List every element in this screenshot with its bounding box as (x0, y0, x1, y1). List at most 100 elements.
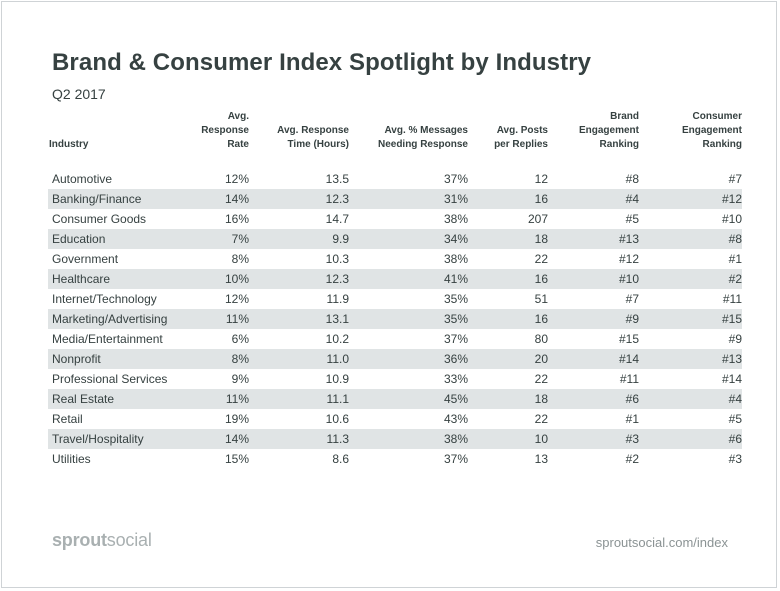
value-cell: 43% (443, 412, 468, 426)
value-cell: 36% (349, 349, 468, 369)
value-cell: #13 (639, 349, 742, 369)
column-header-line: Engagement (681, 125, 742, 136)
value-cell: 10% (179, 269, 249, 289)
value-cell: 16 (468, 269, 548, 289)
value-cell: #6 (548, 389, 639, 409)
table-row: Healthcare 10% 12.3 41% 16 #10 #2 (48, 269, 742, 289)
value-cell: #10 (721, 212, 742, 226)
value-cell: 16 (468, 189, 548, 209)
value-cell: 8.6 (332, 452, 349, 466)
table-row: Travel/Hospitality 14% 11.3 38% 10 #3 #6 (48, 429, 742, 449)
value-cell: 22 (534, 372, 548, 386)
value-cell: #14 (721, 372, 742, 386)
value-cell: #7 (728, 172, 742, 186)
source-url: sproutsocial.com/index (595, 535, 728, 550)
value-cell: #8 (625, 172, 639, 186)
value-cell: #15 (618, 332, 639, 346)
column-header: Avg. Posts per Replies (468, 110, 548, 169)
value-cell: #6 (639, 429, 742, 449)
value-cell: 12.3 (249, 269, 349, 289)
industry-cell: Automotive (52, 172, 113, 186)
value-cell: 37% (443, 332, 468, 346)
value-cell: #15 (639, 309, 742, 329)
industry-cell: Nonprofit (48, 349, 179, 369)
value-cell: 37% (443, 452, 468, 466)
value-cell: 13 (534, 452, 548, 466)
value-cell: #14 (548, 349, 639, 369)
industry-cell: Consumer Goods (52, 212, 147, 226)
table-row: Government 8% 10.3 38% 22 #12 #1 (48, 249, 742, 269)
column-header-line: Industry (49, 139, 89, 150)
value-cell: 35% (443, 292, 468, 306)
value-cell: 8% (179, 349, 249, 369)
value-cell: 10.2 (325, 332, 349, 346)
value-cell: #12 (639, 189, 742, 209)
table-row: Nonprofit 8% 11.0 36% 20 #14 #13 (48, 349, 742, 369)
table-row: Internet/Technology 12% 11.9 35% 51 #7 #11 (48, 289, 742, 309)
value-cell: 6% (231, 332, 249, 346)
value-cell: 10.9 (325, 372, 349, 386)
chart-subtitle: Q2 2017 (52, 86, 106, 102)
column-header: Brand Engagement Ranking (548, 110, 639, 169)
column-header: Avg. Response Rate (179, 110, 249, 169)
sproutsocial-logo: sproutsocial (52, 530, 152, 551)
value-cell: 51 (534, 292, 548, 306)
industry-cell: Internet/Technology (52, 292, 157, 306)
value-cell: 13.1 (249, 309, 349, 329)
value-cell: 38% (349, 429, 468, 449)
value-cell: 7% (179, 229, 249, 249)
value-cell: #1 (625, 412, 639, 426)
value-cell: 10.3 (325, 252, 349, 266)
value-cell: 13.5 (325, 172, 349, 186)
column-header-line: Avg. % Messages (384, 125, 468, 136)
value-cell: #10 (548, 269, 639, 289)
value-cell: #9 (548, 309, 639, 329)
value-cell: 41% (349, 269, 468, 289)
value-cell: 12.3 (249, 189, 349, 209)
value-cell: #8 (639, 229, 742, 249)
column-header-line: Needing Response (377, 139, 468, 150)
value-cell: #11 (722, 292, 742, 306)
column-header-line: Response Rate (201, 125, 249, 150)
industry-cell: Utilities (52, 452, 91, 466)
value-cell: 8% (231, 252, 249, 266)
value-cell: 12% (224, 292, 249, 306)
value-cell: #5 (625, 212, 639, 226)
table-row: Real Estate 11% 11.1 45% 18 #6 #4 (48, 389, 742, 409)
table-row: Retail 19% 10.6 43% 22 #1 #5 (48, 409, 742, 429)
value-cell: 11.3 (249, 429, 349, 449)
industry-table: Industry Avg. Response Rate Avg. Response Ti… (48, 110, 742, 469)
value-cell: 18 (468, 389, 548, 409)
table-row: Education 7% 9.9 34% 18 #13 #8 (48, 229, 742, 249)
value-cell: #4 (548, 189, 639, 209)
industry-cell: Retail (52, 412, 83, 426)
column-header-line: Time (Hours) (287, 139, 350, 150)
value-cell: 22 (534, 252, 548, 266)
column-header-line: Avg. Response (277, 125, 349, 136)
value-cell: 35% (349, 309, 468, 329)
column-header: Avg. Response Time (Hours) (249, 110, 349, 169)
value-cell: #3 (548, 429, 639, 449)
value-cell: 207 (527, 212, 548, 226)
value-cell: 11.0 (249, 349, 349, 369)
value-cell: 18 (468, 229, 548, 249)
logo-regular: social (106, 530, 152, 550)
value-cell: 15% (224, 452, 249, 466)
value-cell: 11.9 (326, 292, 349, 306)
table-row: Automotive 12% 13.5 37% 12 #8 #7 (48, 169, 742, 189)
column-header: Avg. % Messages Needing Response (349, 110, 468, 169)
value-cell: #7 (625, 292, 639, 306)
industry-cell: Marketing/Advertising (48, 309, 179, 329)
industry-cell: Real Estate (48, 389, 179, 409)
value-cell: #12 (618, 252, 639, 266)
table-row: Marketing/Advertising 11% 13.1 35% 16 #9 #15 (48, 309, 742, 329)
column-header-line: Consumer (692, 111, 742, 122)
value-cell: 12 (534, 172, 548, 186)
value-cell: 16% (224, 212, 249, 226)
column-header-line: per Replies (494, 139, 548, 150)
column-header-line: Ranking (702, 139, 742, 150)
column-header: Consumer Engagement Ranking (639, 110, 742, 169)
logo-bold: sprout (52, 530, 107, 550)
value-cell: 33% (443, 372, 468, 386)
value-cell: 16 (468, 309, 548, 329)
